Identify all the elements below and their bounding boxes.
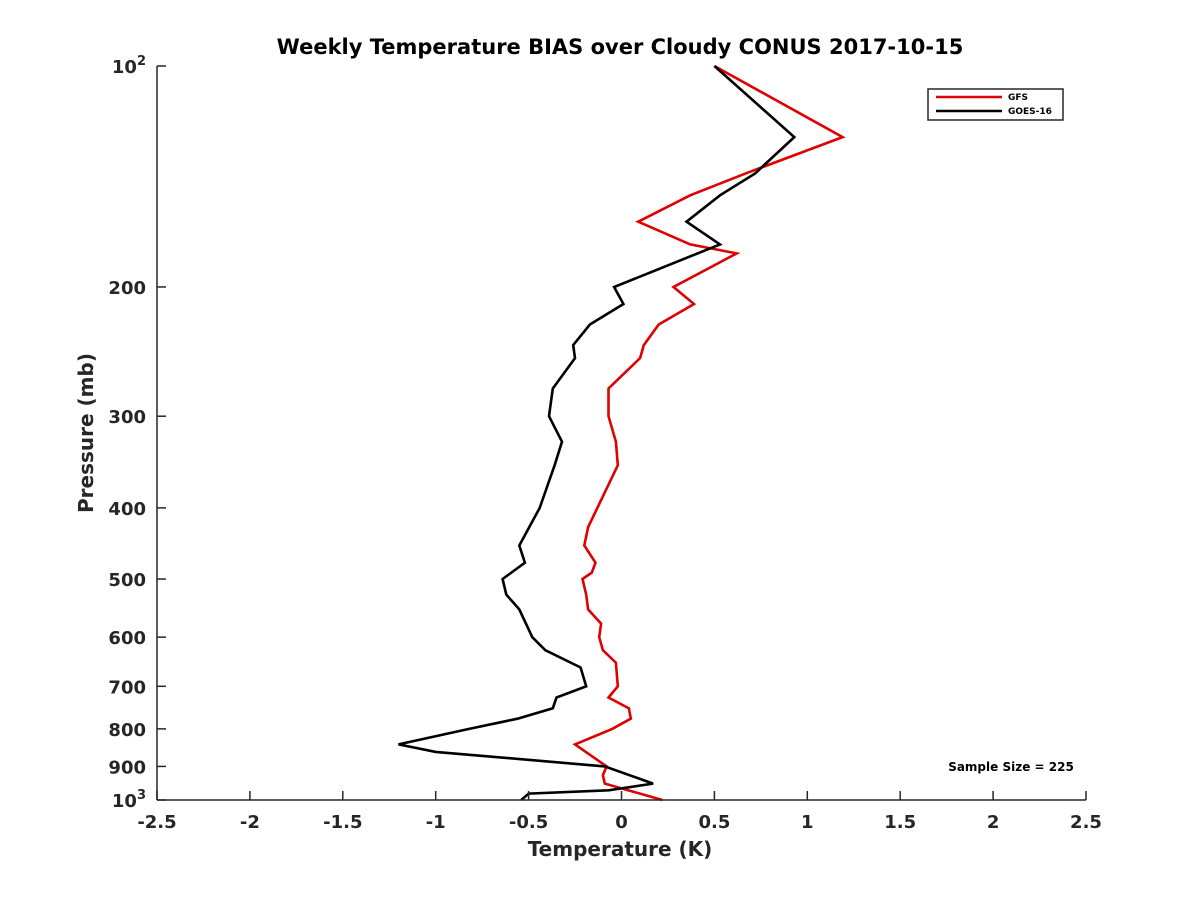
y-tick-label: 400 [108, 499, 146, 520]
ticks-layer: -2.5 -2 -1.5 -1 -0.5 0 0.5 1 1.5 2 2.5 200 300 400 500… [108, 54, 1102, 833]
x-tick-label: -2.5 [137, 812, 176, 833]
legend-label-gfs: GFS [1008, 93, 1028, 103]
y-tick-power-base: 10 [112, 57, 137, 78]
y-tick-label: 900 [108, 757, 146, 778]
y-tick-label: 300 [108, 407, 146, 428]
legend: GFS GOES-16 [927, 88, 1064, 121]
y-tick-power-exponent: 3 [137, 788, 146, 803]
legend-label-goes16: GOES-16 [1008, 107, 1052, 117]
x-tick-label: 2 [987, 812, 1000, 833]
y-tick-label: 500 [108, 570, 146, 591]
x-tick-label: 0 [615, 812, 628, 833]
series-layer [398, 64, 846, 802]
x-tick-label: -0.5 [509, 812, 548, 833]
y-tick-power-base: 10 [112, 791, 137, 812]
chart-title: Weekly Temperature BIAS over Cloudy CONU… [277, 35, 964, 59]
y-axis-label: Pressure (mb) [74, 353, 98, 513]
y-tick-power-label: 103 [112, 788, 146, 812]
y-tick-power-exponent: 2 [137, 54, 146, 69]
x-tick-label: -2 [240, 812, 260, 833]
axes-layer [156, 66, 1086, 801]
x-tick-label: 2.5 [1070, 812, 1102, 833]
sample-size-annotation: Sample Size = 225 [948, 760, 1074, 774]
x-tick-label: 1.5 [884, 812, 916, 833]
y-tick-label: 800 [108, 720, 146, 741]
legend-box [927, 88, 1064, 121]
x-tick-label: -1.5 [323, 812, 362, 833]
x-axis-label: Temperature (K) [528, 837, 713, 861]
y-tick-power-label: 102 [112, 54, 146, 78]
x-tick-label: 1 [801, 812, 814, 833]
x-tick-label: -1 [426, 812, 446, 833]
y-tick-label: 700 [108, 677, 146, 698]
y-tick-label: 600 [108, 628, 146, 649]
series-line-goes16 [398, 65, 797, 801]
series-line-gfs [572, 64, 846, 802]
x-tick-label: 0.5 [698, 812, 730, 833]
y-tick-label: 200 [108, 278, 146, 299]
